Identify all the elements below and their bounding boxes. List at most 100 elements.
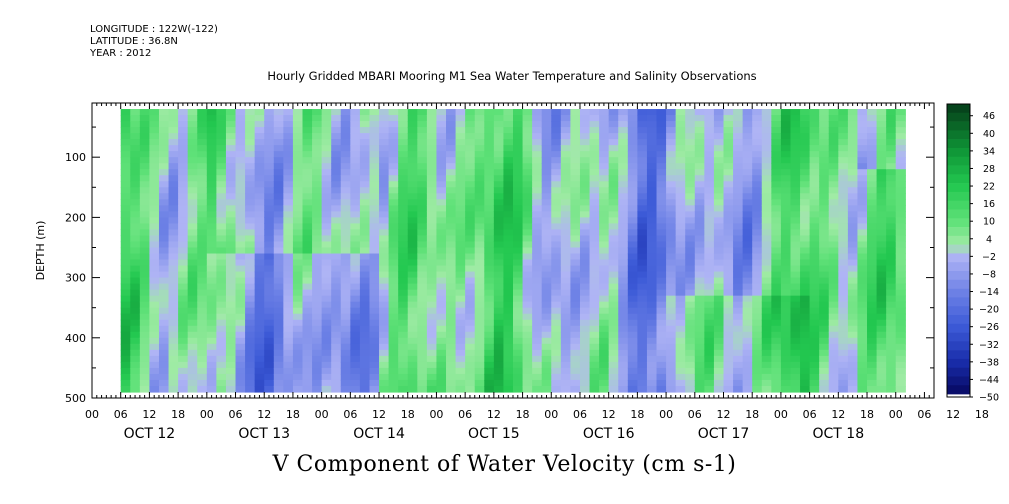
heatmap-cell <box>541 301 552 309</box>
heatmap-cell <box>790 355 801 363</box>
heatmap-cell <box>589 265 600 273</box>
heatmap-cell <box>149 241 160 249</box>
heatmap-cell <box>656 295 667 303</box>
heatmap-cell <box>627 193 638 200</box>
heatmap-cell <box>570 235 581 243</box>
colorbar-swatch <box>947 341 970 351</box>
heatmap-cell <box>465 325 476 333</box>
heatmap-cell <box>675 151 686 158</box>
heatmap-cell <box>618 259 629 267</box>
heatmap-cell <box>675 301 686 309</box>
heatmap-cell <box>541 121 552 128</box>
heatmap-cell <box>761 205 772 212</box>
heatmap-cell <box>292 169 304 176</box>
x-hour-tick-label: 18 <box>975 408 989 421</box>
heatmap-cell <box>675 229 686 237</box>
heatmap-cell <box>139 247 151 255</box>
heatmap-cell <box>158 229 170 237</box>
heatmap-cell <box>579 169 591 176</box>
heatmap-cell <box>704 307 715 315</box>
heatmap-cell <box>752 343 763 351</box>
heatmap-cell <box>474 127 485 134</box>
heatmap-cell <box>379 187 390 194</box>
heatmap-cell <box>455 379 466 387</box>
heatmap-cell <box>532 217 543 225</box>
heatmap-cell <box>608 367 619 375</box>
heatmap-cell <box>503 355 514 363</box>
heatmap-cell <box>589 337 600 345</box>
heatmap-cell <box>713 313 725 321</box>
heatmap-cell <box>379 385 390 393</box>
heatmap-cell <box>197 193 208 200</box>
heatmap-cell <box>522 181 533 188</box>
heatmap-cell <box>541 283 552 291</box>
heatmap-cell <box>809 301 820 309</box>
heatmap-cell <box>130 343 141 351</box>
heatmap-cell <box>637 109 648 116</box>
heatmap-cell <box>465 193 476 200</box>
heatmap-cell <box>637 169 648 176</box>
heatmap-cell <box>292 295 304 303</box>
x-hour-tick-label: 18 <box>171 408 185 421</box>
heatmap-cell <box>694 313 705 321</box>
heatmap-cell <box>541 367 552 375</box>
heatmap-cell <box>225 157 237 164</box>
heatmap-cell <box>608 193 619 200</box>
heatmap-cell <box>828 325 839 333</box>
heatmap-cell <box>369 259 380 267</box>
heatmap-cell <box>216 151 227 158</box>
heatmap-cell <box>493 271 505 279</box>
heatmap-cell <box>532 307 543 315</box>
colorbar-label: 40 <box>983 129 995 140</box>
heatmap-cell <box>139 211 151 218</box>
heatmap-cell <box>560 343 572 351</box>
heatmap-cell <box>302 163 313 170</box>
heatmap-cell <box>847 289 859 297</box>
heatmap-cell <box>503 325 514 333</box>
heatmap-cell <box>235 277 246 285</box>
heatmap-cell <box>379 277 390 285</box>
heatmap-cell <box>637 181 648 188</box>
heatmap-cell <box>513 349 524 357</box>
heatmap-cell <box>283 313 294 321</box>
heatmap-cell <box>560 349 572 357</box>
heatmap-cell <box>369 307 380 315</box>
heatmap-cell <box>513 115 524 122</box>
heatmap-cell <box>407 367 418 375</box>
heatmap-cell <box>407 331 418 339</box>
heatmap-cell <box>513 295 524 303</box>
heatmap-cell <box>292 205 304 212</box>
heatmap-cell <box>895 307 906 315</box>
heatmap-cell <box>369 163 380 170</box>
heatmap-cell <box>302 373 313 381</box>
heatmap-cell <box>646 211 658 218</box>
heatmap-cell <box>312 343 323 351</box>
heatmap-cell <box>800 229 811 237</box>
heatmap-cell <box>168 355 179 363</box>
heatmap-cell <box>340 289 351 297</box>
heatmap-cell <box>608 241 619 249</box>
heatmap-cell <box>704 187 715 194</box>
heatmap-cell <box>206 379 217 387</box>
heatmap-cell <box>608 301 619 309</box>
heatmap-cell <box>446 163 457 170</box>
heatmap-cell <box>168 187 179 194</box>
heatmap-cell <box>503 331 514 339</box>
heatmap-cell <box>197 367 208 375</box>
heatmap-cell <box>312 199 323 206</box>
heatmap-cell <box>771 349 782 357</box>
colorbar-frame <box>946 103 971 398</box>
heatmap-cell <box>752 313 763 321</box>
heatmap-cell <box>149 139 160 146</box>
heatmap-cell <box>847 193 859 200</box>
heatmap-cell <box>838 157 849 164</box>
heatmap-cell <box>417 325 428 333</box>
x-day-label: OCT 18 <box>813 426 865 442</box>
colorbar-swatch <box>947 376 970 386</box>
heatmap-cell <box>178 163 189 170</box>
heatmap-cell <box>455 283 466 291</box>
heatmap-cell <box>513 211 524 218</box>
heatmap-cell <box>503 343 514 351</box>
heatmap-cell <box>771 343 782 351</box>
heatmap-cell <box>570 271 581 279</box>
